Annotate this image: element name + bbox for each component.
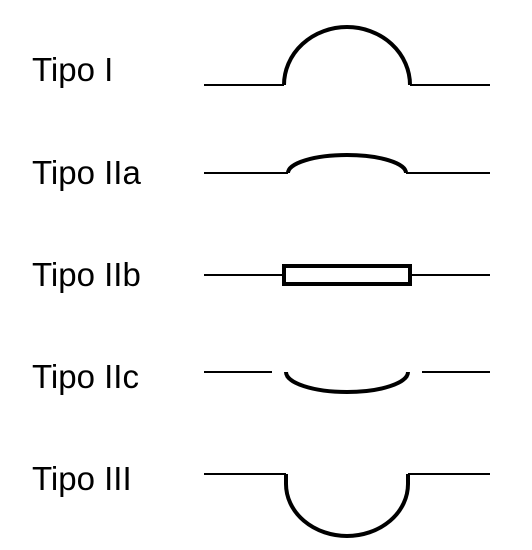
type-label: Tipo IIb (32, 256, 141, 294)
type-row: Tipo IIb (0, 220, 532, 330)
type-shape (204, 118, 490, 228)
type-label: Tipo IIa (32, 154, 141, 192)
type-shape (204, 15, 490, 125)
type-row: Tipo IIa (0, 118, 532, 228)
type-row: Tipo III (0, 424, 532, 534)
type-shape (204, 322, 490, 432)
type-label: Tipo IIc (32, 358, 139, 396)
type-label: Tipo III (32, 460, 132, 498)
type-row: Tipo IIc (0, 322, 532, 432)
type-shape (204, 220, 490, 330)
type-label: Tipo I (32, 51, 113, 89)
type-shape (204, 424, 490, 534)
type-row: Tipo I (0, 15, 532, 125)
